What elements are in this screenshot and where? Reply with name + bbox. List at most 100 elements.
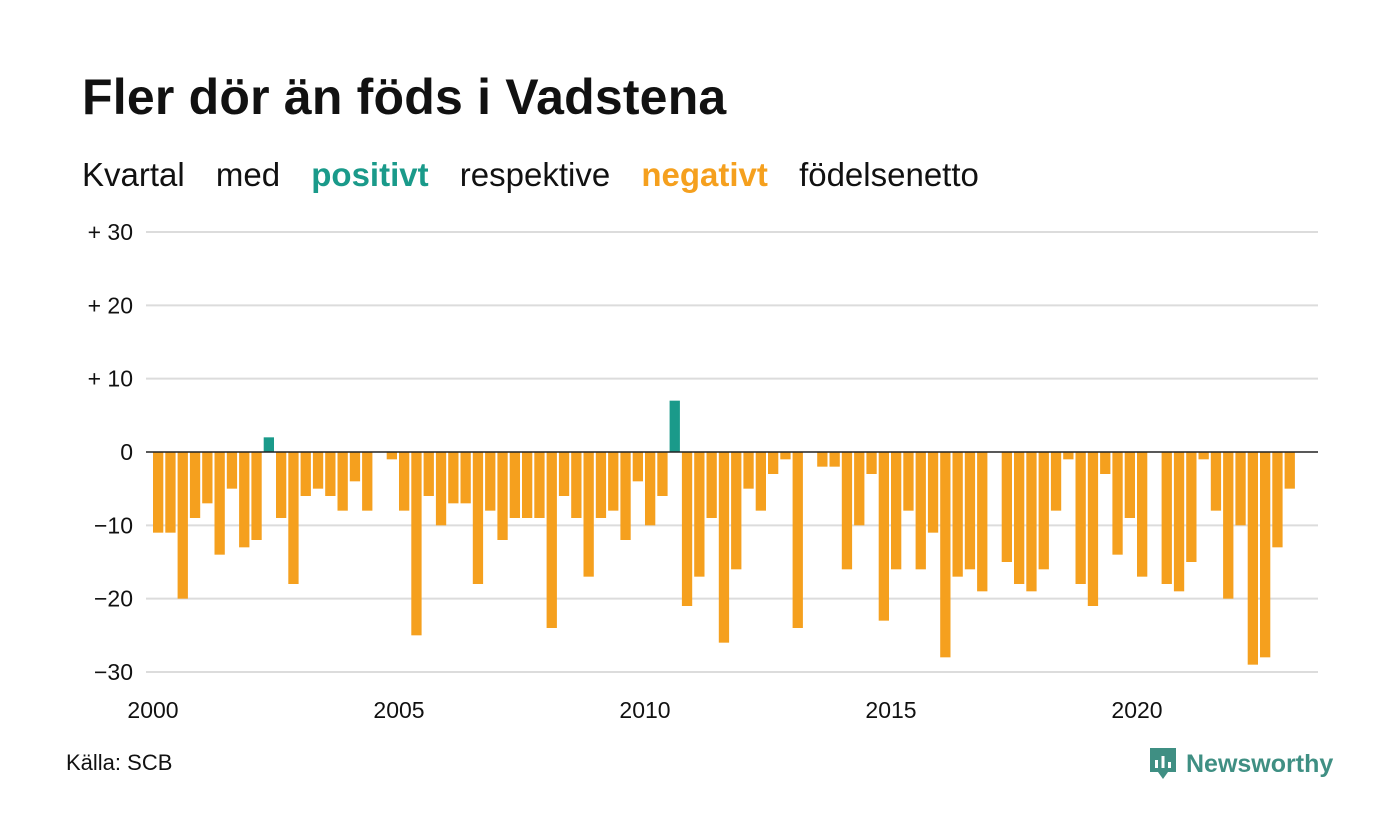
- bar: [411, 452, 422, 636]
- bar: [1173, 452, 1185, 592]
- x-tick-label: 2020: [1111, 697, 1162, 723]
- bar: [632, 452, 643, 482]
- bar: [1112, 452, 1123, 555]
- x-tick-label: 2005: [373, 697, 424, 723]
- bar: [460, 452, 471, 504]
- bar: [1014, 452, 1025, 584]
- bar: [522, 452, 533, 518]
- bar: [558, 452, 570, 496]
- bar: [423, 452, 434, 496]
- bar: [1247, 452, 1258, 665]
- bar: [817, 452, 828, 467]
- bar: [1075, 452, 1086, 584]
- bar: [571, 452, 582, 518]
- bar: [177, 452, 188, 599]
- bar: [1272, 452, 1283, 548]
- bar: [251, 452, 262, 540]
- bar: [386, 452, 397, 460]
- bar: [903, 452, 914, 511]
- bar: [1137, 452, 1148, 577]
- bar: [1001, 452, 1012, 562]
- y-tick-label: −20: [94, 586, 133, 612]
- bar: [1284, 452, 1295, 489]
- bar: [731, 452, 742, 570]
- bar: [718, 452, 730, 643]
- subtitle-word-4: födelsenetto: [799, 156, 979, 193]
- y-tick-label: −10: [94, 512, 133, 538]
- bar: [189, 452, 201, 518]
- bar: [1100, 452, 1111, 474]
- bar: [153, 452, 164, 533]
- y-tick-label: 0: [120, 439, 133, 465]
- bar: [485, 452, 496, 511]
- bar: [214, 452, 225, 555]
- bar: [977, 452, 988, 592]
- subtitle-word-1: Kvartal: [82, 156, 185, 193]
- bar: [288, 452, 299, 584]
- bar: [325, 452, 336, 496]
- bar: [276, 452, 287, 518]
- bar: [1186, 452, 1197, 562]
- subtitle-negative: negativt: [641, 156, 768, 193]
- x-tick-label: 2015: [865, 697, 916, 723]
- y-tick-label: + 20: [88, 292, 133, 318]
- source-note: Källa: SCB: [66, 750, 173, 775]
- bar: [768, 452, 779, 474]
- bar: [645, 452, 656, 526]
- bar: [657, 452, 668, 496]
- bar: [1161, 452, 1172, 584]
- bar: [300, 452, 311, 496]
- bar: [583, 452, 594, 577]
- bar: [620, 452, 631, 540]
- bar: [239, 452, 250, 548]
- bar: [226, 452, 238, 489]
- bar: [755, 452, 766, 511]
- bar: [312, 452, 324, 489]
- bar: [1235, 452, 1246, 526]
- bar: [362, 452, 373, 511]
- bar: [1260, 452, 1271, 658]
- bar: [448, 452, 459, 504]
- bar: [497, 452, 508, 540]
- bar: [878, 452, 889, 621]
- brand-logo: Newsworthy: [1148, 744, 1333, 784]
- y-tick-label: −30: [94, 659, 133, 685]
- bar: [829, 452, 840, 467]
- bar: [399, 452, 410, 511]
- bar: [964, 452, 976, 570]
- bar: [706, 452, 717, 518]
- bar: [349, 452, 361, 482]
- bar: [866, 452, 877, 474]
- y-tick-label: + 10: [88, 366, 133, 392]
- subtitle-word-2: med: [215, 156, 281, 193]
- bar: [435, 452, 447, 526]
- newsworthy-logo-icon: [1150, 748, 1176, 779]
- bar: [337, 452, 348, 511]
- bar: [472, 452, 484, 584]
- bar: [952, 452, 963, 577]
- bar: [1223, 452, 1234, 599]
- bar: [1210, 452, 1222, 511]
- bar: [891, 452, 902, 570]
- bar: [927, 452, 939, 533]
- bar: [509, 452, 520, 518]
- bar: [1087, 452, 1099, 606]
- bar: [595, 452, 607, 518]
- bar: [694, 452, 705, 577]
- subtitle-positive: positivt: [311, 156, 429, 193]
- bar: [608, 452, 619, 511]
- bar: [546, 452, 557, 628]
- bar: [681, 452, 693, 606]
- x-tick-label: 2010: [619, 697, 670, 723]
- chart-subtitle: Kvartal med positivt respektive negativt…: [82, 156, 1001, 194]
- bar: [743, 452, 754, 489]
- y-tick-label: + 30: [88, 219, 133, 245]
- bar: [1198, 452, 1209, 460]
- bar: [780, 452, 791, 460]
- bar: [1038, 452, 1049, 570]
- bar: [1124, 452, 1135, 518]
- chart-title: Fler dör än föds i Vadstena: [82, 69, 727, 125]
- bar: [202, 452, 213, 504]
- bar: [534, 452, 545, 518]
